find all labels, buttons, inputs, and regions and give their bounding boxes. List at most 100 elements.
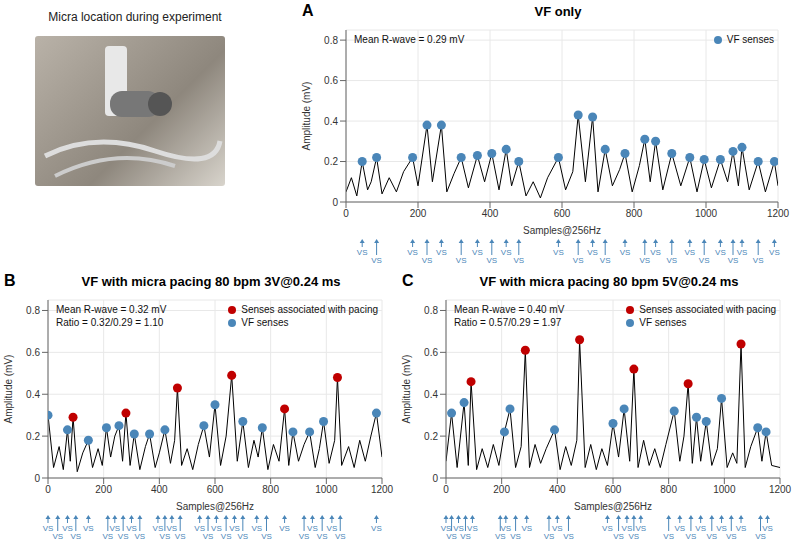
svg-text:VS: VS	[686, 532, 697, 541]
svg-text:VS: VS	[753, 256, 764, 265]
svg-text:VS: VS	[699, 256, 710, 265]
svg-text:VS: VS	[335, 532, 346, 541]
svg-text:VS: VS	[436, 248, 447, 257]
svg-text:Samples@256Hz: Samples@256Hz	[176, 501, 254, 512]
svg-text:VS: VS	[663, 532, 674, 541]
svg-text:VS: VS	[460, 532, 471, 541]
svg-text:VS: VS	[422, 256, 433, 265]
svg-text:0: 0	[443, 484, 449, 495]
svg-text:0.2: 0.2	[424, 431, 438, 442]
svg-text:0.6: 0.6	[324, 75, 338, 86]
svg-text:VS: VS	[552, 524, 563, 533]
svg-text:Amplitude (mV): Amplitude (mV)	[3, 355, 14, 424]
svg-text:600: 600	[207, 484, 224, 495]
svg-text:VS: VS	[160, 532, 171, 541]
svg-text:200: 200	[95, 484, 112, 495]
svg-text:VS: VS	[573, 256, 584, 265]
svg-text:Amplitude (mV): Amplitude (mV)	[301, 82, 312, 151]
svg-text:VS: VS	[456, 256, 467, 265]
svg-text:VS: VS	[467, 524, 478, 533]
svg-text:VS: VS	[70, 532, 81, 541]
svg-text:VS: VS	[602, 524, 613, 533]
svg-text:VS: VS	[755, 532, 766, 541]
svg-text:0.4: 0.4	[424, 389, 438, 400]
svg-text:0.2: 0.2	[324, 156, 338, 167]
svg-text:0.8: 0.8	[324, 35, 338, 46]
svg-text:1000: 1000	[713, 484, 736, 495]
svg-text:VS: VS	[544, 532, 555, 541]
svg-text:VS: VS	[407, 248, 418, 257]
svg-text:0: 0	[45, 484, 51, 495]
svg-text:VS: VS	[495, 532, 506, 541]
svg-text:1000: 1000	[695, 208, 718, 219]
svg-text:VS: VS	[762, 524, 773, 533]
svg-text:VS: VS	[486, 256, 497, 265]
svg-text:VS: VS	[728, 256, 739, 265]
svg-text:VS: VS	[118, 532, 129, 541]
svg-text:Samples@256Hz: Samples@256Hz	[523, 225, 601, 236]
svg-text:VS: VS	[726, 532, 737, 541]
svg-text:VS: VS	[103, 532, 114, 541]
svg-text:1200: 1200	[371, 484, 394, 495]
svg-text:Amplitude (mV): Amplitude (mV)	[401, 355, 412, 424]
svg-text:0.8: 0.8	[424, 305, 438, 316]
svg-text:600: 600	[605, 484, 622, 495]
svg-text:0.4: 0.4	[26, 389, 40, 400]
svg-text:800: 800	[626, 208, 643, 219]
svg-text:VS: VS	[279, 524, 290, 533]
svg-text:VS: VS	[299, 532, 310, 541]
svg-text:1000: 1000	[315, 484, 338, 495]
svg-text:0.6: 0.6	[26, 347, 40, 358]
svg-text:600: 600	[554, 208, 571, 219]
svg-text:0: 0	[332, 197, 338, 208]
svg-text:VS: VS	[521, 524, 532, 533]
svg-text:VS: VS	[221, 532, 232, 541]
svg-text:400: 400	[482, 208, 499, 219]
svg-text:VS: VS	[357, 248, 368, 257]
svg-text:VS: VS	[736, 524, 747, 533]
svg-text:0.6: 0.6	[424, 347, 438, 358]
svg-text:VS: VS	[135, 532, 146, 541]
svg-text:VS: VS	[83, 524, 94, 533]
svg-text:0: 0	[432, 473, 438, 484]
svg-text:VS: VS	[666, 256, 677, 265]
svg-text:0.4: 0.4	[324, 116, 338, 127]
svg-text:0: 0	[343, 208, 349, 219]
svg-text:Samples@256Hz: Samples@256Hz	[574, 501, 652, 512]
svg-text:VS: VS	[52, 532, 63, 541]
svg-text:800: 800	[660, 484, 677, 495]
svg-text:VS: VS	[629, 532, 640, 541]
svg-text:VS: VS	[613, 532, 624, 541]
svg-text:VS: VS	[639, 256, 650, 265]
svg-text:0.8: 0.8	[26, 305, 40, 316]
svg-text:800: 800	[262, 484, 279, 495]
svg-text:0: 0	[34, 473, 40, 484]
svg-text:VS: VS	[587, 248, 598, 257]
svg-text:VS: VS	[769, 248, 780, 257]
svg-text:VS: VS	[674, 524, 685, 533]
svg-text:VS: VS	[737, 248, 748, 257]
svg-text:VS: VS	[501, 248, 512, 257]
svg-text:VS: VS	[684, 248, 695, 257]
svg-text:VS: VS	[715, 248, 726, 257]
svg-text:VS: VS	[563, 532, 574, 541]
svg-text:VS: VS	[510, 532, 521, 541]
svg-text:VS: VS	[600, 256, 611, 265]
svg-text:1200: 1200	[769, 484, 792, 495]
svg-text:VS: VS	[553, 248, 564, 257]
svg-text:VS: VS	[706, 532, 717, 541]
svg-text:VS: VS	[371, 524, 382, 533]
svg-text:400: 400	[151, 484, 168, 495]
svg-text:VS: VS	[695, 524, 706, 533]
svg-text:400: 400	[549, 484, 566, 495]
svg-text:200: 200	[410, 208, 427, 219]
svg-text:VS: VS	[513, 256, 524, 265]
svg-text:1200: 1200	[767, 208, 790, 219]
svg-text:VS: VS	[261, 532, 272, 541]
svg-text:VS: VS	[650, 248, 661, 257]
svg-text:200: 200	[493, 484, 510, 495]
svg-text:VS: VS	[175, 532, 186, 541]
svg-text:VS: VS	[620, 248, 631, 257]
svg-text:VS: VS	[472, 248, 483, 257]
svg-text:VS: VS	[317, 532, 328, 541]
